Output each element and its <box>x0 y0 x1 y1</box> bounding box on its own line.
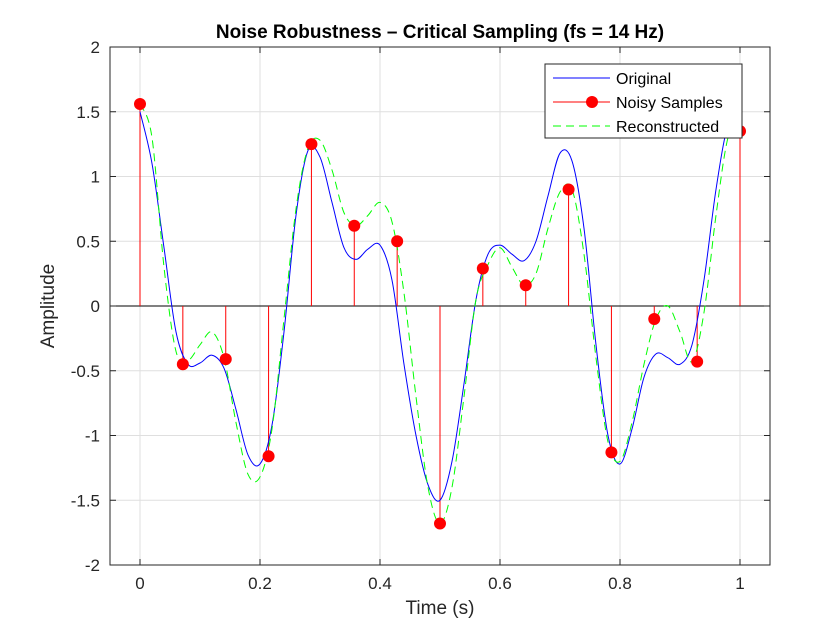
y-tick-label: 2 <box>91 38 100 57</box>
legend-noisy-swatch-marker <box>586 96 598 108</box>
legend-original-label: Original <box>616 71 671 88</box>
lines <box>139 103 741 525</box>
stems <box>139 103 741 524</box>
noisy-sample-marker <box>219 353 232 366</box>
noisy-sample-marker <box>434 517 446 530</box>
x-tick-label: 0.6 <box>488 574 512 593</box>
ticks: 0 0.2 0.4 0.6 0.8 1 -2 -1.5 -1 -0.5 0 0.5 1 1.5 2 <box>71 38 770 593</box>
legend-noisy-label: Noisy Samples <box>616 95 723 112</box>
noisy-sample-marker <box>305 138 318 151</box>
x-tick-label: 0 <box>135 574 144 593</box>
noisy-sample-marker <box>691 355 704 368</box>
legend-reconstructed-label: Reconstructed <box>616 119 719 136</box>
x-tick-label: 1 <box>735 574 744 593</box>
y-axis-title: Amplitude <box>38 264 59 349</box>
legend-box <box>544 63 743 139</box>
noisy-sample-marker <box>176 358 189 371</box>
noisy-sample-marker <box>476 262 489 275</box>
x-tick-label: 0.2 <box>248 574 272 593</box>
y-tick-label: -1.5 <box>71 491 100 510</box>
noisy-sample-marker <box>348 219 361 232</box>
noisy-sample-marker <box>134 97 146 110</box>
series-original-line <box>139 111 741 502</box>
noisy-sample-marker <box>605 446 618 459</box>
noisy-sample-marker <box>391 235 404 248</box>
y-tick-label: -2 <box>85 556 100 575</box>
y-tick-label: 1.5 <box>76 103 100 122</box>
chart-title: Noise Robustness – Critical Sampling (fs… <box>216 22 664 43</box>
noisy-sample-marker <box>262 450 275 463</box>
y-tick-label: -1 <box>85 427 100 446</box>
x-axis-title: Time (s) <box>406 598 475 619</box>
y-tick-label: 0 <box>91 297 100 316</box>
y-tick-label: 1 <box>91 168 100 187</box>
x-tick-label: 0.8 <box>608 574 632 593</box>
series-reconstructed-line <box>139 103 741 525</box>
y-tick-label: 0.5 <box>76 232 100 251</box>
legend: Original Noisy Samples Reconstructed <box>544 63 743 139</box>
noisy-sample-marker <box>562 183 575 196</box>
x-tick-label: 0.4 <box>368 574 392 593</box>
noisy-sample-marker <box>519 279 532 292</box>
y-tick-label: -0.5 <box>71 362 100 381</box>
noisy-sample-marker <box>648 312 661 325</box>
